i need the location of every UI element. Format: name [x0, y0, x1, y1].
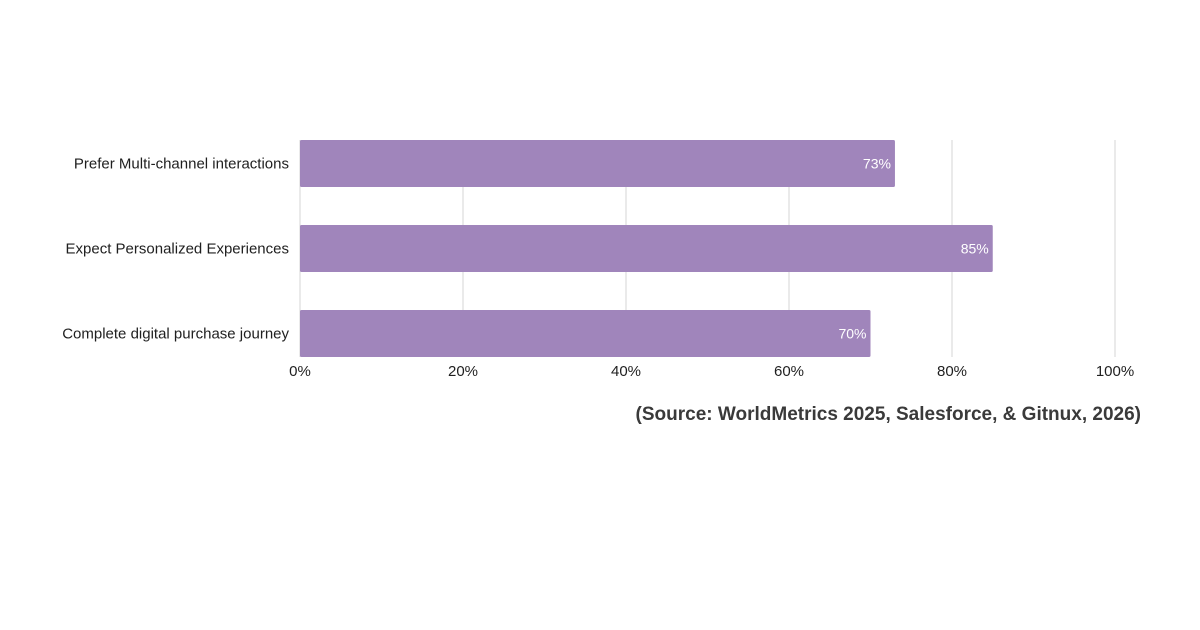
labels: 0% 20% 40% 60% 80% 100% 73% Prefer Multi-channe… [62, 156, 1134, 381]
bars [300, 140, 993, 357]
x-tick-label: 100% [1096, 363, 1134, 380]
x-tick-label: 40% [611, 363, 641, 380]
source-note: (Source: WorldMetrics 2025, Salesforce, … [635, 404, 1141, 425]
category-label: Prefer Multi-channel interactions [74, 156, 289, 173]
x-tick-label: 80% [937, 363, 967, 380]
bar [300, 310, 871, 357]
x-tick-label: 0% [289, 363, 311, 380]
category-label: Complete digital purchase journey [62, 326, 289, 343]
bar-value-label: 70% [838, 326, 866, 342]
x-tick-label: 20% [448, 363, 478, 380]
bar-value-label: 73% [863, 156, 891, 172]
bar [300, 140, 895, 187]
x-tick-label: 60% [774, 363, 804, 380]
category-label: Expect Personalized Experiences [66, 241, 289, 258]
bar [300, 225, 993, 272]
bar-value-label: 85% [961, 241, 989, 257]
